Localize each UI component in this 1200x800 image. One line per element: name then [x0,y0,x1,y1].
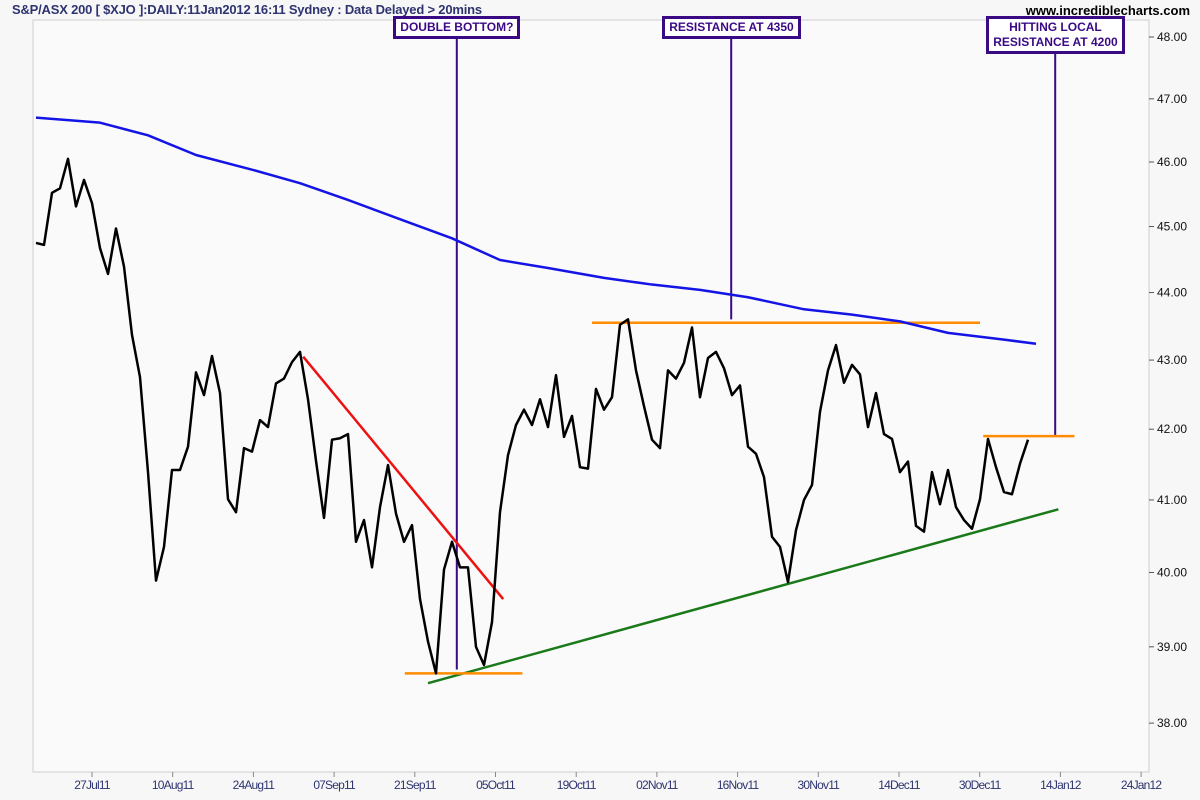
y-tick-label: 45.00 [1157,220,1187,234]
x-tick-label: 14Jan12 [1040,778,1082,792]
callout-text: DOUBLE BOTTOM? [400,20,514,34]
plot-area [32,19,1150,773]
callout-text: RESISTANCE AT 4350 [669,20,794,34]
y-tick-label: 47.00 [1157,92,1187,106]
callout-text: RESISTANCE AT 4200 [993,35,1118,49]
x-tick-label: 05Oct11 [476,778,516,792]
x-tick-label: 30Dec11 [959,778,1002,792]
uptrend-support-line [427,508,1059,685]
x-tick-label: 16Nov11 [717,778,760,792]
x-tick-label: 02Nov11 [636,778,679,792]
y-tick-label: 40.00 [1157,565,1187,579]
y-tick-label: 44.00 [1157,286,1187,300]
price-line [35,157,1030,675]
y-tick-label: 43.00 [1157,353,1187,367]
site-watermark: www.incrediblecharts.com [1025,3,1190,18]
callout-box: DOUBLE BOTTOM? [393,16,521,39]
x-tick-label: 24Jan12 [1121,778,1163,792]
callout-box: HITTING LOCAL RESISTANCE AT 4200 [986,16,1125,54]
moving-average-line [35,116,1037,345]
callout-text: HITTING LOCAL [1009,20,1102,34]
callout-box: RESISTANCE AT 4350 [662,16,801,39]
y-tick-label: 41.00 [1157,493,1187,507]
x-tick-label: 21Sep11 [394,778,437,792]
y-tick-label: 46.00 [1157,155,1187,169]
x-tick-label: 10Aug11 [152,778,195,792]
x-tick-label: 14Dec11 [878,778,921,792]
x-tick-label: 19Oct11 [557,778,597,792]
x-tick-label: 07Sep11 [313,778,356,792]
y-tick-label: 38.00 [1157,716,1187,730]
y-tick-label: 39.00 [1157,640,1187,654]
x-tick-label: 27Jul11 [74,778,111,792]
x-tick-label: 30Nov11 [798,778,841,792]
x-tick-label: 24Aug11 [233,778,276,792]
y-tick-label: 42.00 [1157,422,1187,436]
downtrend-line [302,355,505,600]
y-tick-label: 48.00 [1157,30,1187,44]
chart-title: S&P/ASX 200 [ $XJO ]:DAILY:11Jan2012 16:… [12,2,482,17]
